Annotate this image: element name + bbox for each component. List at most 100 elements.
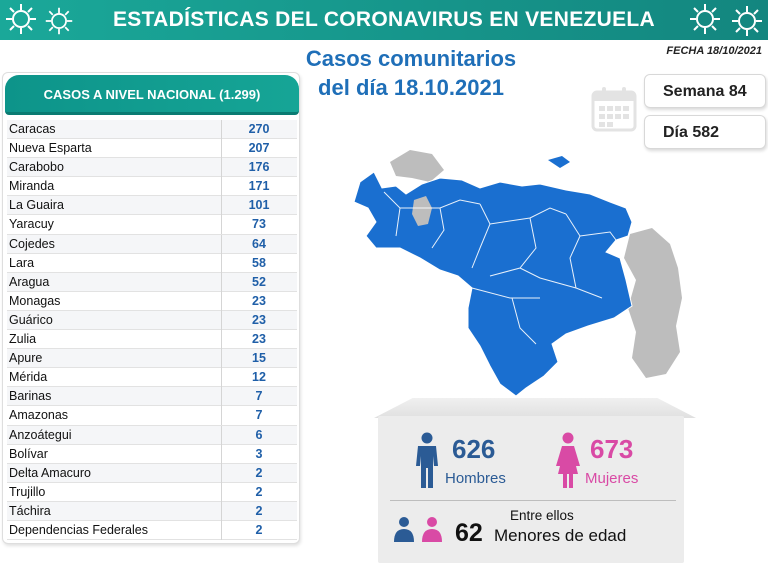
state-name: Yaracuy bbox=[9, 217, 54, 232]
state-name: Anzoátegui bbox=[9, 427, 72, 442]
table-row: Lara 58 bbox=[7, 253, 297, 273]
entre-ellos-label: Entre ellos bbox=[510, 508, 574, 523]
stats-divider bbox=[390, 500, 676, 501]
state-name: Delta Amacuro bbox=[9, 465, 91, 480]
column-separator bbox=[221, 253, 222, 273]
column-separator bbox=[221, 158, 222, 178]
virus-icon bbox=[732, 6, 762, 36]
report-date: FECHA 18/10/2021 bbox=[666, 45, 762, 57]
men-count: 626 bbox=[452, 434, 496, 464]
virus-icon bbox=[45, 7, 73, 35]
case-count: 12 bbox=[252, 370, 266, 385]
column-separator bbox=[221, 310, 222, 330]
table-row: Trujillo 2 bbox=[7, 482, 297, 502]
column-separator bbox=[221, 234, 222, 254]
state-name: La Guaira bbox=[9, 198, 64, 213]
column-separator bbox=[221, 120, 222, 139]
case-count: 207 bbox=[248, 141, 270, 156]
woman-icon bbox=[556, 432, 580, 488]
table-row: Zulia 23 bbox=[7, 330, 297, 350]
state-name: Apure bbox=[9, 351, 43, 366]
column-separator bbox=[221, 463, 222, 483]
table-row: Guárico 23 bbox=[7, 310, 297, 331]
case-count: 2 bbox=[255, 522, 263, 537]
case-count: 270 bbox=[248, 122, 270, 136]
table-row: Yaracuy 73 bbox=[7, 215, 297, 235]
column-separator bbox=[221, 196, 222, 216]
cases-table-title: CASOS A NIVEL NACIONAL (1.299) bbox=[5, 75, 299, 115]
case-count: 23 bbox=[252, 293, 266, 308]
column-separator bbox=[221, 177, 222, 197]
table-row: Carabobo 176 bbox=[7, 158, 297, 178]
table-row: Nueva Esparta 207 bbox=[7, 139, 297, 159]
state-name: Mérida bbox=[9, 370, 48, 385]
case-count: 52 bbox=[252, 274, 266, 289]
state-name: Táchira bbox=[9, 503, 51, 518]
table-row: Aragua 52 bbox=[7, 272, 297, 292]
map-nueva-esparta bbox=[548, 156, 570, 168]
case-count: 7 bbox=[255, 389, 263, 404]
table-row: Miranda 171 bbox=[7, 177, 297, 197]
case-count: 176 bbox=[248, 160, 270, 175]
column-separator bbox=[221, 444, 222, 464]
table-row: Apure 15 bbox=[7, 349, 297, 369]
case-count: 2 bbox=[255, 503, 263, 518]
column-separator bbox=[221, 387, 222, 407]
table-row: Bolívar 3 bbox=[7, 444, 297, 464]
cases-table-panel: CASOS A NIVEL NACIONAL (1.299) Caracas 27… bbox=[2, 72, 300, 544]
map-aruba-curazao bbox=[390, 150, 444, 182]
case-count: 64 bbox=[252, 236, 266, 251]
column-separator bbox=[221, 482, 222, 502]
headline: Casos comunitarios del día 18.10.2021 bbox=[296, 44, 526, 102]
map-venezuela-mainland bbox=[353, 171, 633, 397]
case-count: 23 bbox=[252, 312, 266, 327]
state-name: Amazonas bbox=[9, 408, 69, 423]
case-count: 2 bbox=[255, 465, 263, 480]
state-name: Zulia bbox=[9, 332, 37, 347]
headline-line-1: Casos comunitarios bbox=[305, 46, 517, 71]
case-count: 23 bbox=[252, 332, 266, 347]
men-label: Hombres bbox=[445, 470, 506, 487]
column-separator bbox=[221, 272, 222, 292]
family-icon bbox=[394, 517, 442, 542]
column-separator bbox=[221, 349, 222, 369]
table-row: Monagas 23 bbox=[7, 291, 297, 311]
case-count: 6 bbox=[255, 427, 263, 442]
table-row: Amazonas 7 bbox=[7, 406, 297, 426]
calendar-icon bbox=[591, 87, 637, 132]
case-count: 7 bbox=[255, 408, 263, 423]
state-name: Carabobo bbox=[9, 160, 64, 175]
table-row: Delta Amacuro 2 bbox=[7, 463, 297, 483]
virus-icon bbox=[690, 4, 720, 34]
state-name: Bolívar bbox=[9, 446, 48, 461]
cases-table: Caracas 270 Nueva Esparta 207 Carabobo 176 Mir… bbox=[7, 120, 297, 541]
column-separator bbox=[221, 139, 222, 159]
map-esequibo bbox=[624, 228, 682, 378]
man-icon bbox=[416, 432, 438, 488]
venezuela-map bbox=[353, 150, 682, 397]
day-badge: Día 582 bbox=[644, 115, 766, 149]
table-row: Cojedes 64 bbox=[7, 234, 297, 254]
column-separator bbox=[221, 501, 222, 521]
column-separator bbox=[221, 215, 222, 235]
case-count: 3 bbox=[255, 446, 263, 461]
state-name: Aragua bbox=[9, 274, 50, 289]
state-name: Cojedes bbox=[9, 236, 55, 251]
case-count: 58 bbox=[252, 255, 266, 270]
state-name: Guárico bbox=[9, 312, 53, 327]
map-lake-maracaibo bbox=[412, 196, 432, 226]
column-separator bbox=[221, 406, 222, 426]
stats-pedestal bbox=[374, 398, 696, 418]
state-name: Lara bbox=[9, 255, 35, 270]
women-count: 673 bbox=[590, 434, 634, 464]
case-count: 73 bbox=[252, 217, 266, 232]
table-row: Mérida 12 bbox=[7, 368, 297, 388]
table-row: Táchira 2 bbox=[7, 501, 297, 521]
column-separator bbox=[221, 368, 222, 388]
column-separator bbox=[221, 291, 222, 311]
case-count: 101 bbox=[248, 198, 270, 213]
column-separator bbox=[221, 330, 222, 350]
table-row: Dependencias Federales 2 bbox=[7, 520, 297, 541]
state-name: Nueva Esparta bbox=[9, 141, 92, 156]
header-banner bbox=[0, 0, 768, 40]
